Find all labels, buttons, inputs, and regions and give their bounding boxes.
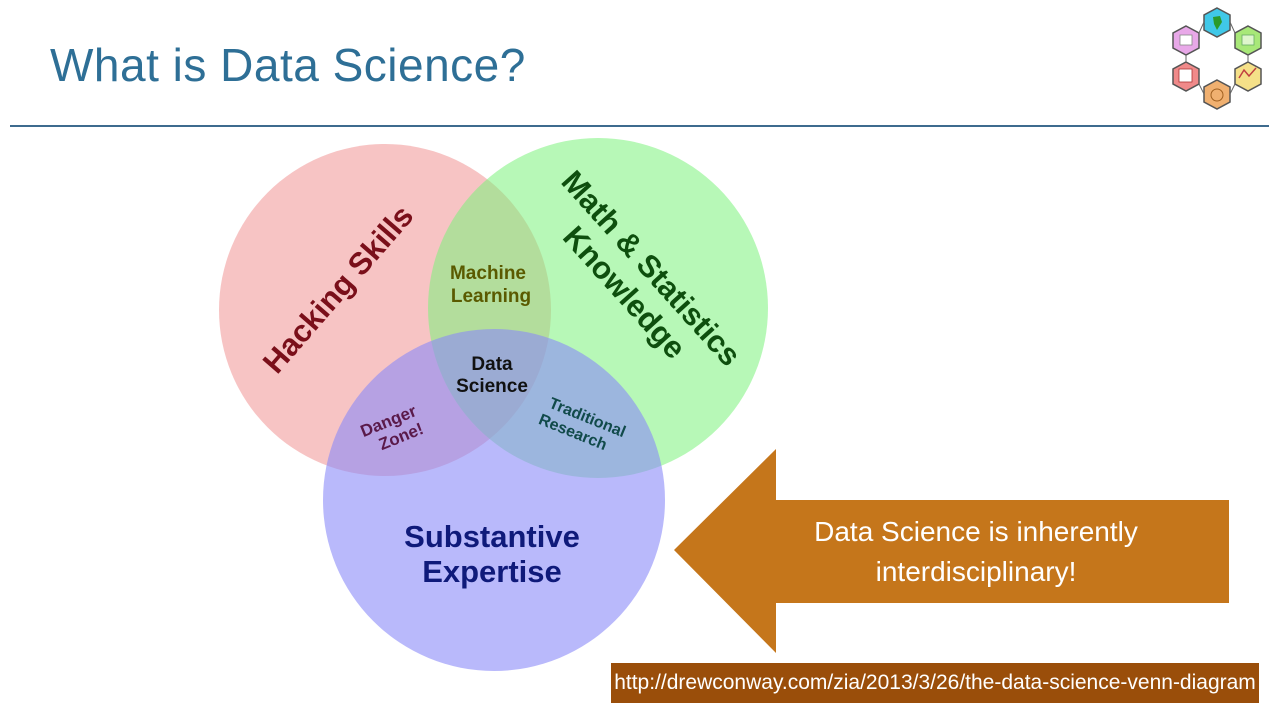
expertise-label: Expertise: [422, 554, 562, 589]
title-divider: [10, 125, 1269, 127]
hexagon-cluster-logo-icon: [1172, 7, 1262, 110]
callout-arrow-shape: [674, 449, 1229, 653]
callout-text: Data Science is inherently interdiscipli…: [780, 512, 1172, 592]
logo-hex-bottom: [1203, 79, 1231, 110]
learning-label: Learning: [451, 286, 531, 307]
logo-hex-right-bottom: [1234, 61, 1262, 92]
page-title: What is Data Science?: [50, 39, 526, 91]
substantive-expertise-circle: [323, 329, 665, 671]
callout-arrow: [674, 449, 1229, 653]
callout-line-1: Data Science is inherently: [814, 516, 1138, 547]
data-science-label: Data: [471, 354, 513, 375]
substantive-label: Substantive: [404, 519, 580, 554]
science-label: Science: [456, 376, 528, 397]
source-url-link[interactable]: http://drewconway.com/zia/2013/3/26/the-…: [611, 663, 1259, 703]
callout-line-2: interdisciplinary!: [875, 556, 1077, 587]
venn-diagram: Hacking Skills Math & Statistics Knowled…: [219, 138, 768, 671]
machine-learning-label: Machine: [450, 263, 526, 284]
